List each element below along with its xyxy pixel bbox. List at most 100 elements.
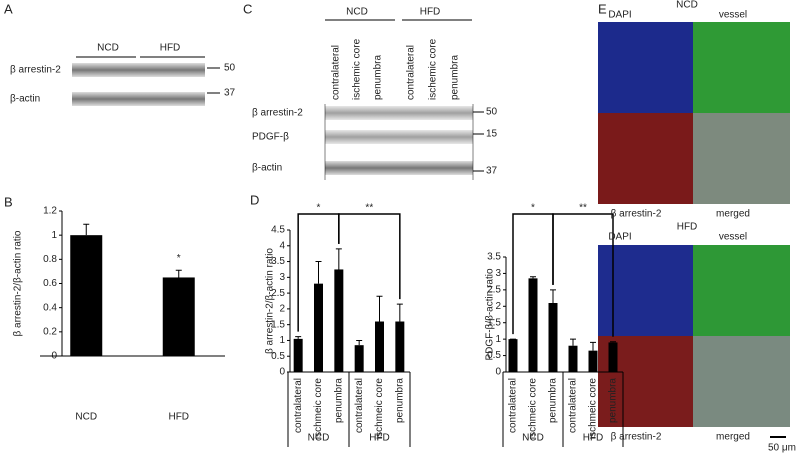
y-tick-label: 1	[51, 230, 57, 241]
error-bar	[396, 303, 403, 322]
y-tick-label: 2.5	[487, 284, 501, 295]
marker-label: 15	[486, 129, 498, 140]
bar	[70, 235, 103, 356]
group-label: HFD	[677, 222, 698, 233]
lane-label: ischemic core	[352, 38, 363, 100]
y-tick-label: 2	[495, 301, 501, 312]
bar	[395, 321, 405, 372]
x-tick-label: penumbra	[608, 378, 619, 423]
lane-label: ischemic core	[428, 38, 439, 100]
significance: **	[579, 203, 587, 214]
error-bar	[376, 295, 383, 322]
panel-label: E	[598, 1, 607, 16]
error-bar	[530, 276, 536, 279]
error-bar	[590, 341, 596, 351]
x-tick-label: ischmeic core	[313, 378, 324, 440]
bar	[588, 350, 598, 372]
y-tick-label: 0.6	[43, 278, 57, 289]
group-label: NCD	[346, 7, 368, 18]
y-axis-label: PDGF-β/β-actin ratio	[485, 268, 496, 361]
y-tick-label: 2	[279, 304, 285, 315]
y-axis-label: β arrestin-2/β-actin ratio	[13, 230, 24, 336]
y-tick-label: 0	[495, 367, 501, 378]
y-tick-label: 0.2	[43, 326, 57, 337]
group-label: NCD	[522, 433, 544, 444]
y-tick-label: 4.5	[271, 225, 285, 236]
marker-label: 37	[486, 166, 498, 177]
blot-band	[325, 161, 473, 175]
dapi-image	[598, 22, 693, 113]
y-tick-label: 1.2	[43, 206, 57, 217]
panel-label: D	[250, 192, 259, 207]
y-tick-label: 0.4	[43, 302, 57, 313]
lane-label: contralateral	[331, 45, 342, 100]
merged-image	[693, 336, 790, 427]
marker-label: 50	[224, 63, 236, 74]
y-tick-label: 1.5	[271, 319, 285, 330]
y-axis-label: β arrestin-2/β-actin ratio	[265, 248, 276, 354]
group-label: NCD	[676, 0, 698, 11]
channel-label: vessel	[719, 10, 747, 21]
channel-label: merged	[716, 432, 750, 443]
bar	[334, 269, 344, 372]
group-label: NCD	[97, 43, 119, 54]
x-tick-label: contralateral	[354, 378, 365, 433]
y-tick-label: 1	[279, 335, 285, 346]
row-label: β arrestin-2	[10, 65, 61, 76]
y-tick-label: 0.5	[271, 351, 285, 362]
y-tick-label: 0.8	[43, 254, 57, 265]
scale-label: 50 μm	[768, 443, 796, 453]
lane-label: penumbra	[373, 55, 384, 100]
arrestin-image	[598, 113, 693, 204]
significance: *	[531, 203, 535, 214]
x-tick-label: penumbra	[333, 378, 344, 423]
y-tick-label: 1.5	[487, 317, 501, 328]
lane-label: penumbra	[450, 55, 461, 100]
channel-label: vessel	[719, 232, 747, 243]
x-tick-label: contralateral	[293, 378, 304, 433]
channel-label: merged	[716, 209, 750, 220]
merged-image	[693, 113, 790, 204]
bar	[314, 283, 323, 372]
bar	[528, 278, 538, 372]
error-bar	[175, 269, 182, 278]
y-tick-label: 0.5	[487, 350, 501, 361]
blot-band	[325, 130, 473, 144]
group-label: HFD	[369, 433, 390, 444]
bar	[293, 338, 303, 372]
bar	[162, 277, 195, 356]
bar	[548, 303, 558, 372]
group-label: NCD	[308, 433, 330, 444]
x-tick-label: HFD	[168, 412, 189, 423]
bar	[608, 342, 618, 372]
x-tick-label: contralateral	[568, 378, 579, 433]
error-bar	[295, 336, 302, 339]
channel-label: DAPI	[608, 10, 631, 21]
marker-label: 37	[224, 88, 236, 99]
x-tick-label: ischmeic core	[528, 378, 539, 440]
marker-label: 50	[486, 107, 498, 118]
bar	[375, 321, 384, 372]
dapi-image	[598, 245, 693, 336]
bar	[354, 345, 364, 372]
blot-band	[72, 63, 205, 77]
blot-band	[72, 92, 205, 106]
bracket	[338, 213, 401, 300]
channel-label: β arrestin-2	[611, 209, 662, 220]
error-bar	[610, 341, 616, 343]
x-tick-label: NCD	[75, 412, 97, 423]
group-label: HFD	[160, 43, 181, 54]
group-label: HFD	[420, 7, 441, 18]
y-tick-label: 4	[279, 240, 285, 251]
error-bar	[356, 339, 363, 346]
error-bar	[315, 261, 322, 284]
channel-label: β arrestin-2	[611, 432, 662, 443]
row-label: PDGF-β	[252, 132, 289, 143]
x-tick-label: penumbra	[394, 378, 405, 423]
y-tick-label: 3.5	[487, 252, 501, 263]
panel-label: C	[243, 1, 252, 16]
error-bar	[570, 338, 576, 346]
vessel-image	[693, 245, 790, 336]
x-tick-label: contralateral	[508, 378, 519, 433]
